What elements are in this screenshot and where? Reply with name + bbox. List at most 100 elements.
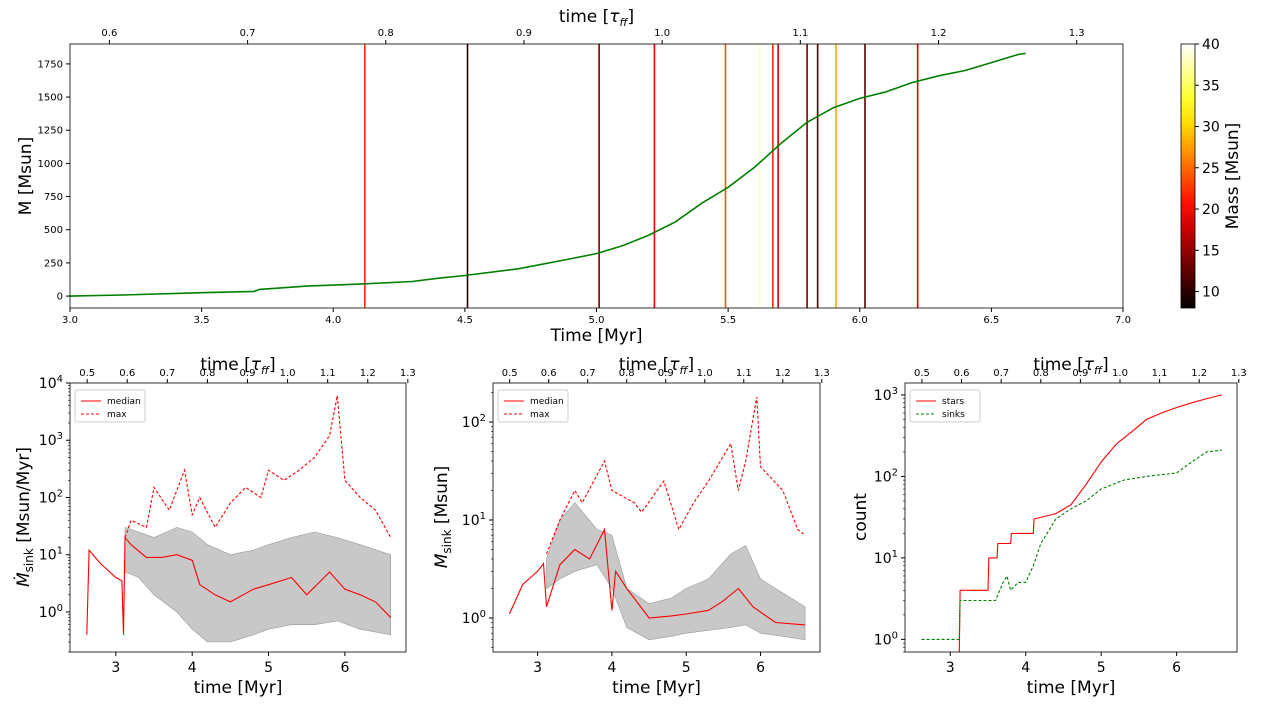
colorbar: 10 15 20 25 30 35 40 Mass [Msun] (1180, 37, 1243, 309)
sinks-series-line (921, 449, 1222, 640)
y-tick-label: 1250 (38, 126, 63, 137)
top-tick-label: 0.8 (199, 368, 215, 379)
legend-label-stars: stars (942, 397, 964, 407)
x-axis-label: time [Myr] (194, 678, 283, 698)
legend: median max (74, 389, 146, 423)
x-tick-label: 6 (756, 660, 765, 676)
max-series-line (124, 395, 392, 538)
top-tick-label: 0.7 (159, 368, 175, 379)
legend-label-median: median (107, 397, 141, 407)
top-tick-label: 1.3 (1231, 368, 1247, 379)
stars-series-line (958, 394, 1223, 653)
panel-total-mass: 3.0 3.5 4.0 4.5 5.0 5.5 6.0 6.5 7.0 0 250 500 750 100… (16, 7, 1131, 346)
top-tick-label: 0.8 (378, 28, 394, 39)
y-tick-label: 103 (39, 431, 63, 449)
top-tick-label: 0.5 (914, 368, 930, 379)
y-tick-label: 100 (874, 630, 898, 648)
x-axis-label: Time [Myr] (550, 326, 643, 346)
y-tick-label: 101 (39, 546, 63, 564)
top-tick-label: 0.6 (101, 28, 117, 39)
plot-frame (69, 382, 407, 653)
y-tick-label: 101 (874, 549, 898, 567)
top-tick-label: 1.1 (1152, 368, 1168, 379)
colorbar-tick-label: 40 (1202, 37, 1220, 53)
top-tick-label: 1.2 (775, 368, 791, 379)
top-tick-label: 1.1 (736, 368, 752, 379)
top-tick-label: 0.9 (658, 368, 674, 379)
top-tick-label: 1.2 (360, 368, 376, 379)
x-tick-label: 6 (1172, 660, 1181, 676)
top-tick-label: 0.5 (79, 368, 95, 379)
top-tick-label: 1.1 (320, 368, 336, 379)
x-tick-label: 5.0 (589, 315, 605, 326)
legend-label-sinks: sinks (942, 410, 965, 420)
legend-label-median: median (530, 397, 564, 407)
top-axis-label: time [τff] (1033, 355, 1108, 377)
colorbar-tick-label: 30 (1202, 120, 1220, 136)
top-tick-label: 0.8 (619, 368, 635, 379)
x-tick-label: 3.0 (62, 315, 78, 326)
top-axis-label: time [τff] (619, 355, 694, 377)
x-axis-label: time [Myr] (1027, 678, 1116, 698)
y-tick-label: 500 (44, 225, 63, 236)
y-axis-label: Msink [Msun] (432, 466, 454, 569)
x-tick-label: 5 (682, 660, 691, 676)
top-tick-label: 0.7 (580, 368, 596, 379)
panel-sink-mass: 3 4 5 6 100 101 102 0.5 0.6 0.7 0.8 0.9 1.0 1.1 1.2 1.3… (432, 355, 830, 698)
colorbar-tick-label: 10 (1202, 285, 1220, 301)
colorbar-tick-label: 15 (1202, 243, 1220, 259)
y-axis-label: Ṁsink [Msun/Myr] (13, 447, 36, 587)
plot-frame (492, 382, 821, 653)
top-axis-label: time [τff] (200, 355, 275, 377)
x-tick-label: 4 (1021, 660, 1030, 676)
x-tick-label: 3 (111, 660, 120, 676)
y-tick-label: 250 (44, 258, 63, 269)
panel-accretion-rate: 3 4 5 6 100 101 102 103 104 0.5 0.6 0.7 0.8 0.9 1.0 1.1… (13, 355, 416, 698)
x-tick-label: 6 (340, 660, 349, 676)
legend: median max (497, 389, 569, 423)
top-axis-label: time [τff] (559, 7, 634, 29)
top-tick-label: 1.3 (814, 368, 830, 379)
top-tick-label: 0.9 (240, 368, 256, 379)
legend-label-max: max (107, 410, 127, 420)
x-axis-label: time [Myr] (612, 678, 701, 698)
x-tick-label: 7.0 (1115, 315, 1131, 326)
top-tick-label: 1.2 (1191, 368, 1207, 379)
y-tick-label: 100 (39, 603, 63, 621)
y-tick-label: 102 (462, 413, 486, 431)
top-tick-label: 0.7 (240, 28, 256, 39)
top-tick-label: 1.2 (931, 28, 947, 39)
y-tick-label: 102 (874, 467, 898, 485)
colorbar-tick-label: 25 (1202, 161, 1220, 177)
x-tick-label: 4 (607, 660, 616, 676)
y-tick-label: 100 (462, 609, 486, 627)
x-tick-label: 6.0 (852, 315, 868, 326)
y-tick-label: 101 (462, 511, 486, 529)
top-tick-label: 1.0 (280, 368, 296, 379)
x-tick-label: 3 (533, 660, 542, 676)
x-tick-label: 6.5 (983, 315, 999, 326)
plot-frame (904, 382, 1238, 653)
colorbar-label: Mass [Msun] (1223, 123, 1243, 230)
top-tick-label: 0.6 (954, 368, 970, 379)
legend-label-max: max (530, 410, 550, 420)
top-tick-label: 0.6 (541, 368, 557, 379)
top-tick-label: 0.5 (502, 368, 518, 379)
top-tick-label: 1.3 (400, 368, 416, 379)
top-tick-label: 1.0 (654, 28, 670, 39)
y-axis-label: M [Msun] (16, 137, 36, 215)
x-tick-label: 5 (1097, 660, 1106, 676)
range-band (124, 526, 392, 643)
x-tick-label: 4.0 (325, 315, 341, 326)
panel-count: 3 4 5 6 100 101 102 103 0.5 0.6 0.7 0.8 0.9 1.0 1.1 1.2… (851, 355, 1247, 698)
y-tick-label: 102 (39, 488, 63, 506)
colorbar-tick-label: 20 (1202, 202, 1220, 218)
y-tick-label: 1000 (38, 159, 63, 170)
x-tick-label: 5.5 (720, 315, 736, 326)
y-tick-label: 1750 (38, 59, 63, 70)
top-tick-label: 1.3 (1069, 28, 1085, 39)
top-tick-label: 1.0 (1112, 368, 1128, 379)
y-tick-label: 1500 (38, 93, 63, 104)
colorbar-bar (1180, 43, 1196, 309)
top-tick-label: 1.1 (792, 28, 808, 39)
